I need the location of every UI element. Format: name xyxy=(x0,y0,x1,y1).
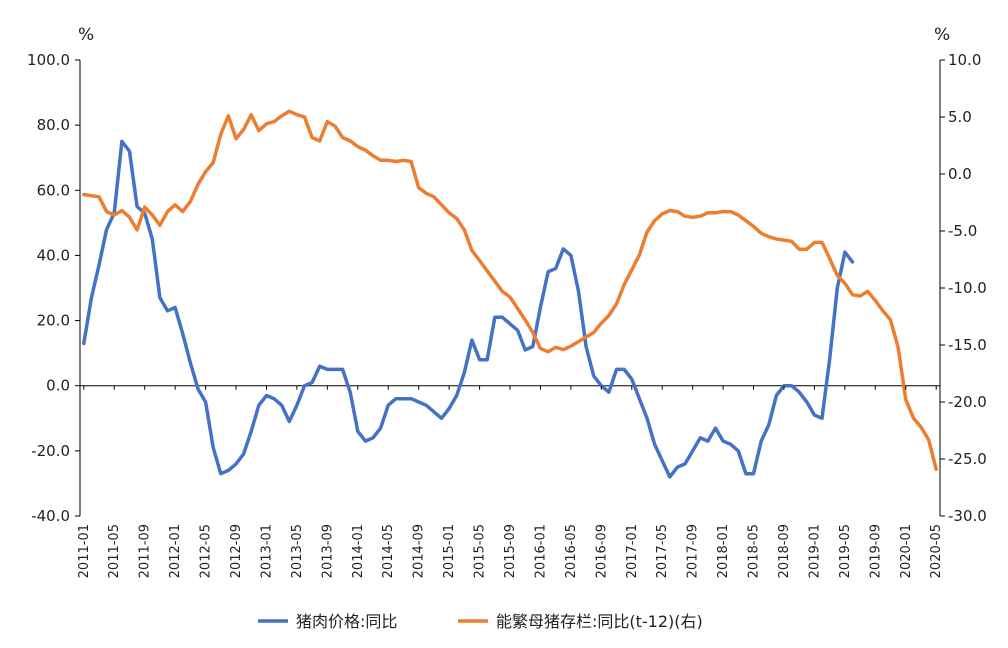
x-tick-label: 2020-05 xyxy=(929,524,944,578)
left-tick-label: -20.0 xyxy=(31,442,70,460)
x-tick-label: 2012-05 xyxy=(199,524,214,578)
x-tick-label: 2011-01 xyxy=(77,524,92,578)
x-tick-label: 2016-01 xyxy=(533,524,548,578)
x-tick-label: 2014-01 xyxy=(351,524,366,578)
left-axis-unit: % xyxy=(78,25,94,45)
x-tick-label: 2014-05 xyxy=(381,524,396,578)
x-tick-label: 2017-05 xyxy=(655,524,670,578)
x-tick-label: 2019-09 xyxy=(868,524,883,578)
left-tick-label: 40.0 xyxy=(37,246,70,264)
legend-label-pork-price: 猪肉价格:同比 xyxy=(296,612,397,631)
x-tick-label: 2018-01 xyxy=(716,524,731,578)
x-tick-label: 2017-09 xyxy=(686,524,701,578)
left-tick-label: 80.0 xyxy=(37,116,70,134)
left-tick-label: 100.0 xyxy=(27,51,70,69)
right-tick-label: -20.0 xyxy=(948,393,987,411)
right-axis-unit: % xyxy=(934,25,950,45)
x-tick-label: 2011-05 xyxy=(107,524,122,578)
x-tick-label: 2015-01 xyxy=(442,524,457,578)
x-tick-label: 2013-09 xyxy=(320,524,335,578)
series-line-sow-inventory xyxy=(82,109,938,472)
x-tick-label: 2011-09 xyxy=(138,524,153,578)
right-tick-label: 5.0 xyxy=(948,108,972,126)
x-tick-label: 2013-05 xyxy=(290,524,305,578)
x-tick-label: 2014-09 xyxy=(412,524,427,578)
legend: 猪肉价格:同比 能繁母猪存栏:同比(t-12)(右) xyxy=(258,612,703,631)
x-tick-label: 2018-05 xyxy=(747,524,762,578)
x-tick-label: 2012-01 xyxy=(168,524,183,578)
x-tick-label: 2015-05 xyxy=(473,524,488,578)
right-tick-label: 10.0 xyxy=(948,51,981,69)
right-tick-label: -10.0 xyxy=(948,279,987,297)
x-tick-label: 2016-05 xyxy=(564,524,579,578)
left-tick-label: 60.0 xyxy=(37,181,70,199)
x-tick-label: 2019-05 xyxy=(838,524,853,578)
x-tick-label: 2018-09 xyxy=(777,524,792,578)
left-tick-label: 20.0 xyxy=(37,312,70,330)
x-tick-label: 2012-09 xyxy=(229,524,244,578)
x-axis-ticks: 2011-01 2011-05 2011-09 2012-01 2012-05 2012-… xyxy=(77,385,944,578)
left-tick-label: -40.0 xyxy=(31,507,70,525)
right-tick-label: 0.0 xyxy=(948,165,972,183)
left-axis-ticks: 100.0 80.0 60.0 40.0 20.0 0.0 -20.0 -40.0 xyxy=(27,51,80,525)
x-tick-label: 2015-09 xyxy=(503,524,518,578)
x-tick-label: 2016-09 xyxy=(594,524,609,578)
legend-label-sow-inventory: 能繁母猪存栏:同比(t-12)(右) xyxy=(496,612,703,631)
series-line-pork-price xyxy=(82,139,855,479)
x-tick-label: 2017-01 xyxy=(625,524,640,578)
series-lines xyxy=(82,109,938,479)
x-tick-label: 2019-01 xyxy=(807,524,822,578)
right-tick-label: -15.0 xyxy=(948,336,987,354)
right-tick-label: -25.0 xyxy=(948,450,987,468)
axes xyxy=(79,60,941,516)
left-tick-label: 0.0 xyxy=(46,377,70,395)
right-axis-ticks: 10.0 5.0 0.0 -5.0 -10.0 -15.0 -20.0 -25.0 -30.0 xyxy=(940,51,987,525)
right-tick-label: -5.0 xyxy=(948,222,977,240)
right-tick-label: -30.0 xyxy=(948,507,987,525)
x-tick-label: 2020-01 xyxy=(899,524,914,578)
x-tick-label: 2013-01 xyxy=(259,524,274,578)
